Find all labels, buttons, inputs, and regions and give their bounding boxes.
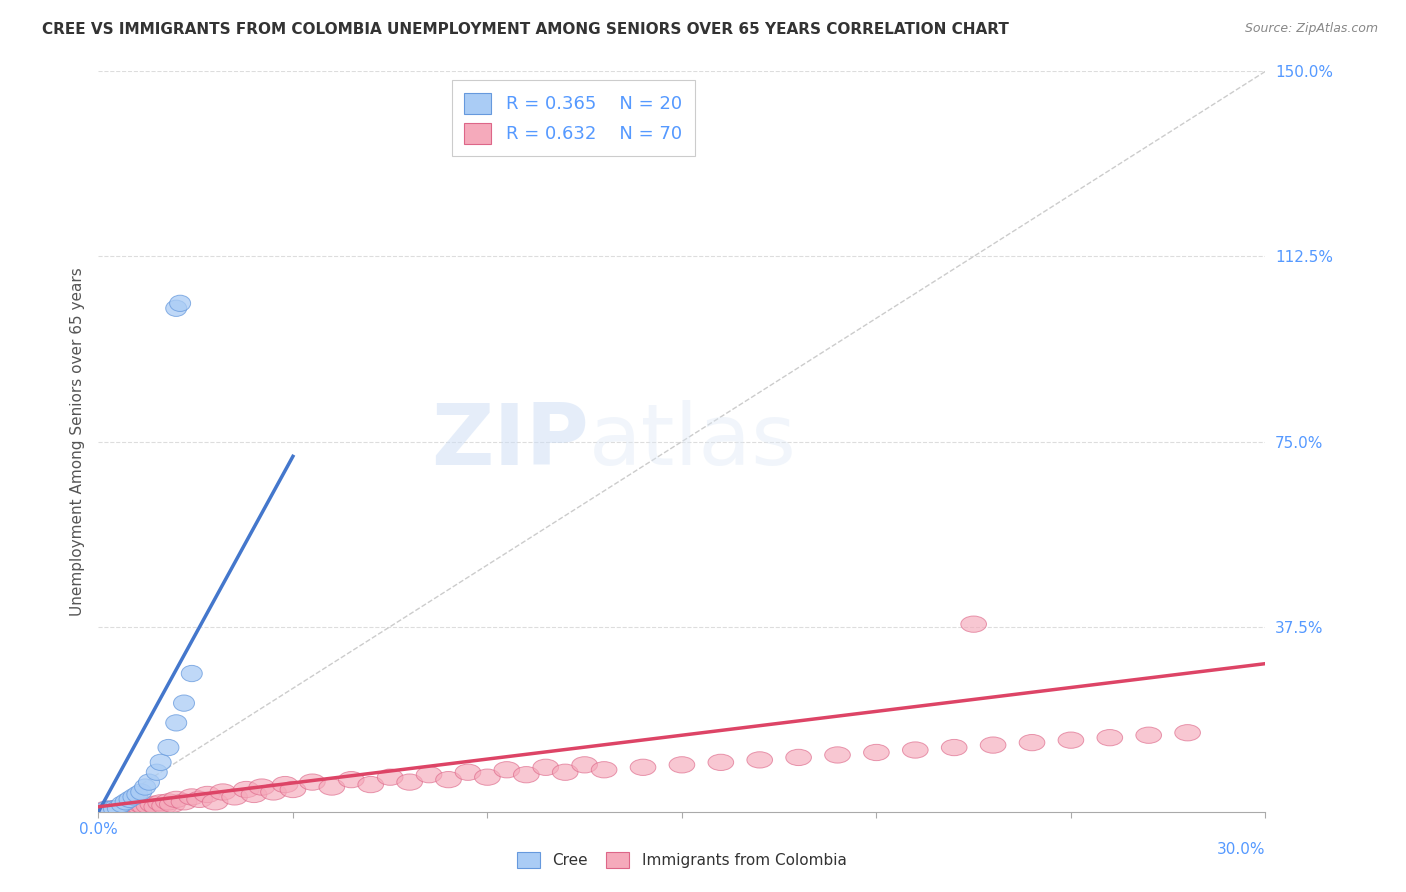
Ellipse shape (132, 798, 157, 815)
Text: ZIP: ZIP (430, 400, 589, 483)
Ellipse shape (260, 784, 287, 800)
Ellipse shape (107, 800, 128, 816)
Ellipse shape (136, 797, 162, 814)
Ellipse shape (128, 799, 155, 816)
Ellipse shape (131, 784, 152, 800)
Ellipse shape (172, 794, 197, 810)
Ellipse shape (96, 801, 117, 817)
Ellipse shape (163, 791, 188, 807)
Text: Source: ZipAtlas.com: Source: ZipAtlas.com (1244, 22, 1378, 36)
Ellipse shape (209, 784, 236, 800)
Ellipse shape (709, 755, 734, 771)
Ellipse shape (1059, 732, 1084, 748)
Ellipse shape (273, 776, 298, 793)
Ellipse shape (942, 739, 967, 756)
Ellipse shape (1019, 734, 1045, 751)
Ellipse shape (121, 800, 146, 816)
Ellipse shape (863, 744, 889, 761)
Ellipse shape (125, 801, 150, 817)
Ellipse shape (101, 801, 127, 817)
Ellipse shape (396, 774, 422, 790)
Text: atlas: atlas (589, 400, 797, 483)
Ellipse shape (152, 797, 177, 814)
Ellipse shape (572, 756, 598, 773)
Ellipse shape (553, 764, 578, 780)
Ellipse shape (825, 747, 851, 763)
Ellipse shape (181, 665, 202, 681)
Ellipse shape (319, 779, 344, 795)
Ellipse shape (359, 776, 384, 793)
Ellipse shape (1175, 724, 1201, 741)
Ellipse shape (111, 797, 132, 813)
Ellipse shape (233, 781, 259, 797)
Ellipse shape (93, 801, 120, 817)
Ellipse shape (100, 801, 121, 817)
Ellipse shape (138, 774, 159, 790)
Legend: Cree, Immigrants from Colombia: Cree, Immigrants from Colombia (512, 847, 852, 874)
Ellipse shape (669, 756, 695, 773)
Text: CREE VS IMMIGRANTS FROM COLOMBIA UNEMPLOYMENT AMONG SENIORS OVER 65 YEARS CORREL: CREE VS IMMIGRANTS FROM COLOMBIA UNEMPLO… (42, 22, 1010, 37)
Ellipse shape (242, 787, 267, 803)
Ellipse shape (122, 789, 143, 805)
Ellipse shape (141, 797, 166, 813)
Ellipse shape (146, 764, 167, 780)
Ellipse shape (105, 801, 131, 817)
Ellipse shape (786, 749, 811, 765)
Ellipse shape (222, 789, 247, 805)
Ellipse shape (112, 801, 138, 817)
Ellipse shape (436, 772, 461, 788)
Ellipse shape (456, 764, 481, 780)
Ellipse shape (903, 742, 928, 758)
Ellipse shape (1136, 727, 1161, 743)
Ellipse shape (143, 798, 170, 815)
Ellipse shape (194, 787, 221, 803)
Ellipse shape (166, 300, 187, 317)
Ellipse shape (148, 795, 173, 811)
Ellipse shape (960, 616, 987, 632)
Ellipse shape (125, 797, 150, 814)
Ellipse shape (120, 791, 141, 807)
Ellipse shape (249, 779, 274, 795)
Ellipse shape (128, 797, 155, 813)
Ellipse shape (630, 759, 655, 775)
Ellipse shape (533, 759, 558, 775)
Ellipse shape (494, 762, 520, 778)
Ellipse shape (150, 755, 172, 771)
Ellipse shape (135, 779, 156, 795)
Ellipse shape (156, 794, 181, 810)
Ellipse shape (97, 801, 122, 817)
Ellipse shape (121, 798, 146, 815)
Ellipse shape (187, 791, 212, 807)
Ellipse shape (159, 797, 186, 813)
Ellipse shape (104, 801, 125, 817)
Ellipse shape (339, 772, 364, 788)
Text: 30.0%: 30.0% (1218, 842, 1265, 857)
Ellipse shape (592, 762, 617, 778)
Y-axis label: Unemployment Among Seniors over 65 years: Unemployment Among Seniors over 65 years (69, 268, 84, 615)
Ellipse shape (416, 766, 441, 783)
Ellipse shape (179, 789, 205, 805)
Ellipse shape (127, 787, 148, 803)
Ellipse shape (475, 769, 501, 785)
Ellipse shape (377, 769, 404, 785)
Ellipse shape (980, 737, 1005, 753)
Ellipse shape (108, 801, 135, 817)
Ellipse shape (1097, 730, 1122, 746)
Ellipse shape (747, 752, 772, 768)
Ellipse shape (173, 695, 194, 711)
Ellipse shape (115, 794, 136, 810)
Ellipse shape (157, 739, 179, 756)
Ellipse shape (117, 799, 142, 815)
Ellipse shape (299, 774, 325, 790)
Ellipse shape (108, 800, 135, 816)
Ellipse shape (166, 714, 187, 731)
Ellipse shape (112, 799, 138, 816)
Ellipse shape (513, 766, 538, 783)
Ellipse shape (117, 801, 142, 817)
Ellipse shape (170, 295, 191, 311)
Ellipse shape (202, 794, 228, 810)
Ellipse shape (280, 781, 305, 797)
